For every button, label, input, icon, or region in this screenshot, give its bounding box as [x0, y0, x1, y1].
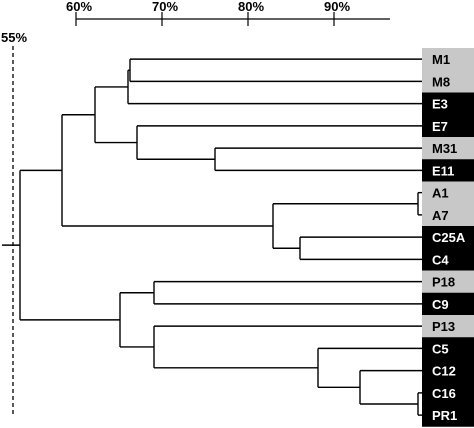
leaf-label: M1 — [432, 52, 450, 67]
leaf-labels: M1 M8 E3 E7 M31 E11 A1 A7 C25A C4 P18 C9 P13 C5 C12 C16… — [422, 48, 474, 427]
leaf-label-box — [422, 226, 474, 249]
leaf-label-box — [422, 181, 474, 205]
leaf-label-box — [422, 92, 474, 116]
leaf-label: C25A — [432, 230, 466, 245]
leaf-label-box — [422, 292, 474, 316]
leaf-label: E3 — [432, 97, 448, 112]
dendrogram-branches — [2, 58, 422, 416]
leaf-label-box — [422, 359, 474, 383]
leaf-label-box — [422, 404, 474, 427]
leaf-label-box — [422, 270, 474, 294]
leaf-label-box — [422, 381, 474, 405]
leaf-label: P18 — [432, 275, 455, 290]
leaf-label: C16 — [432, 386, 456, 401]
scale-tick-label: 60% — [66, 0, 92, 14]
scale-tick-label: 90% — [324, 0, 350, 14]
scale-tick-label: 70% — [152, 0, 178, 14]
cutoff-label: 55% — [1, 30, 27, 45]
leaf-label-box — [422, 48, 474, 71]
leaf-label-box — [422, 114, 474, 138]
leaf-label: A1 — [432, 186, 449, 201]
leaf-label-box — [422, 159, 474, 182]
leaf-label-box — [422, 70, 474, 93]
leaf-label-box — [422, 137, 474, 160]
leaf-label: A7 — [432, 208, 449, 223]
leaf-label-box — [422, 248, 474, 271]
leaf-label: M31 — [432, 141, 457, 156]
leaf-label-box — [422, 315, 474, 338]
leaf-label: P13 — [432, 319, 455, 334]
scale-tick-label: 80% — [238, 0, 264, 14]
leaf-label: C12 — [432, 364, 456, 379]
cutoff-marker: 55% — [1, 30, 27, 414]
leaf-label: M8 — [432, 74, 450, 89]
similarity-scale: 60% 70% 80% 90% — [66, 0, 390, 26]
leaf-label: E7 — [432, 119, 448, 134]
leaf-label: PR1 — [432, 408, 457, 423]
leaf-label: C5 — [432, 341, 449, 356]
leaf-label-box — [422, 203, 474, 227]
leaf-label: C4 — [432, 252, 449, 267]
leaf-label: C9 — [432, 297, 449, 312]
leaf-label: E11 — [432, 163, 454, 178]
leaf-label-box — [422, 337, 474, 360]
